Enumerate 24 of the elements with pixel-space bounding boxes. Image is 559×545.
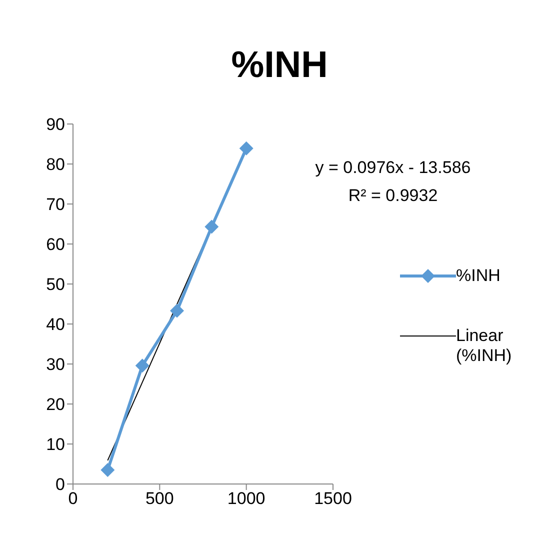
point <box>170 304 184 318</box>
y-tick-label: 90 <box>46 115 65 134</box>
point <box>100 463 115 477</box>
legend-label: Linear (%INH) <box>456 326 513 366</box>
y-tick-label: 10 <box>46 435 65 454</box>
y-tick-label: 0 <box>56 475 65 494</box>
y-tick-label: 70 <box>46 195 65 214</box>
y-tick-label: 30 <box>46 355 65 374</box>
y-tick-label: 80 <box>46 155 65 174</box>
legend-label: %INH <box>456 266 502 286</box>
x-tick-label: 500 <box>145 489 174 508</box>
y-tick-label: 20 <box>46 395 65 414</box>
chart-title: %INH <box>230 44 329 86</box>
y-tick-label: 40 <box>46 315 65 334</box>
y-tick-label: 50 <box>46 275 65 294</box>
x-tick-label: 0 <box>68 489 78 508</box>
x-tick-label: 1500 <box>314 489 352 508</box>
annotation: y = 0.0976x - 13.586 <box>314 157 472 179</box>
text: R² = 0.9932 <box>347 185 439 207</box>
point <box>135 358 150 373</box>
point <box>239 141 254 156</box>
y-tick-label: 60 <box>46 235 65 254</box>
point <box>204 220 219 234</box>
x-tick-label: 1000 <box>227 489 266 508</box>
